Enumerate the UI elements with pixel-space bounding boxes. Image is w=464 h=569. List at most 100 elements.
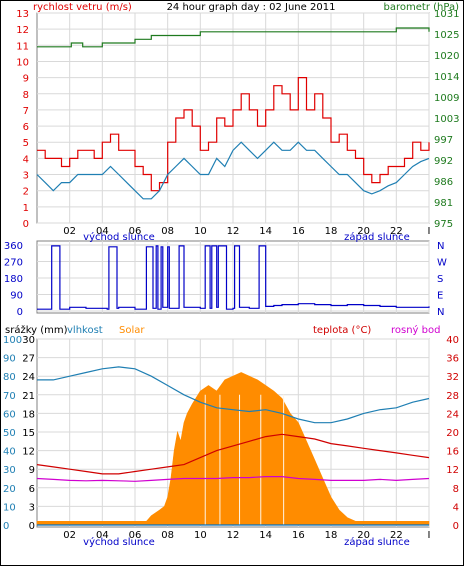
rain-y-tick-label: 3 <box>29 502 35 513</box>
temperature-y-tick-label: 36 <box>446 354 459 365</box>
x-tick-label-top: 14 <box>259 226 272 237</box>
rain-y-tick-label: 0 <box>29 521 35 532</box>
temperature-y-tick-label: 24 <box>446 409 459 420</box>
rain-y-tick-label: 9 <box>29 465 35 476</box>
x-tick-label-bottom: 08 <box>161 530 174 541</box>
wind-y-tick-label: 12 <box>16 25 29 36</box>
solar-area <box>36 372 430 526</box>
rain-y-tick-label: 12 <box>22 447 35 458</box>
temperature-y-tick-label: 8 <box>453 484 459 495</box>
wind-axis-title: rychlost vetru (m/s) <box>33 2 132 13</box>
rain-y-tick-label: 30 <box>22 335 35 346</box>
wind-y-tick-label: 1 <box>23 203 29 214</box>
humidity-y-tick-label: 30 <box>3 465 16 476</box>
temperature-y-tick-label: 32 <box>446 372 459 383</box>
humidity-y-tick-label: 0 <box>3 521 9 532</box>
barometer-y-tick-label: 997 <box>434 135 453 146</box>
rain-y-tick-label: 15 <box>22 428 35 439</box>
x-tick-label-bottom: 12 <box>227 530 240 541</box>
barometer-y-tick-label: 986 <box>434 177 453 188</box>
humidity-y-tick-label: 20 <box>3 484 16 495</box>
rain-y-tick-label: 24 <box>22 372 35 383</box>
wind-y-tick-label: 7 <box>23 106 29 117</box>
solar-axis-title: Solar <box>119 325 145 336</box>
humidity-y-tick-label: 90 <box>3 354 16 365</box>
rain-y-tick-label: 21 <box>22 391 35 402</box>
temperature-axis-title: teplota (°C) <box>313 325 371 336</box>
x-tick-label-top: I <box>428 226 431 237</box>
x-tick-label-top: 06 <box>129 226 142 237</box>
wind-average-line <box>36 141 430 200</box>
temperature-y-tick-label: 20 <box>446 428 459 439</box>
barometer-y-tick-label: 1031 <box>434 9 459 20</box>
x-tick-label-top: 20 <box>357 226 370 237</box>
direction-y-tick-label: 90 <box>10 291 23 302</box>
wind-y-tick-label: 11 <box>16 41 29 52</box>
x-tick-label-bottom: 22 <box>390 530 403 541</box>
x-tick-label-bottom: 10 <box>194 530 207 541</box>
wind-y-tick-label: 2 <box>23 187 29 198</box>
humidity-y-tick-label: 80 <box>3 372 16 383</box>
compass-tick-label: N <box>437 307 444 318</box>
humidity-line <box>37 366 430 424</box>
humidity-y-tick-label: 60 <box>3 409 16 420</box>
x-tick-label-bottom: 20 <box>357 530 370 541</box>
temperature-y-tick-label: 4 <box>453 502 459 513</box>
barometer-axis-title: barometr (hPa) <box>384 2 460 13</box>
rain-axis-title: srážky (mm) <box>5 324 68 336</box>
wind-direction-line <box>37 245 430 310</box>
wind-y-tick-label: 0 <box>23 219 29 230</box>
direction-y-tick-label: 360 <box>4 241 23 252</box>
temperature-y-tick-label: 12 <box>446 465 459 476</box>
series-lines <box>36 27 430 526</box>
temperature-line <box>36 433 430 475</box>
wind-y-tick-label: 8 <box>23 90 29 101</box>
rain-y-tick-label: 6 <box>29 484 35 495</box>
x-tick-label-bottom: 02 <box>63 530 76 541</box>
temperature-y-tick-label: 16 <box>446 447 459 458</box>
temperature-y-tick-label: 28 <box>446 391 459 402</box>
x-tick-label-top: 08 <box>161 226 174 237</box>
barometer-y-tick-label: 1025 <box>434 30 459 41</box>
sunrise-label-bottom: východ slunce <box>83 536 155 548</box>
axis-labels: 0202040406060808101012121414161618182020… <box>3 9 459 541</box>
rain-y-tick-label: 18 <box>22 409 35 420</box>
compass-tick-label: W <box>437 258 447 269</box>
barometer-y-tick-label: 1009 <box>434 93 459 104</box>
humidity-y-tick-label: 50 <box>3 428 16 439</box>
wind-gust-line <box>37 77 430 192</box>
compass-tick-label: E <box>437 291 443 302</box>
wind-y-tick-label: 3 <box>23 171 29 182</box>
wind-y-tick-label: 4 <box>23 154 29 165</box>
x-tick-label-top: 10 <box>194 226 207 237</box>
x-tick-label-top: 02 <box>63 226 76 237</box>
barometer-y-tick-label: 1020 <box>434 51 459 62</box>
x-tick-label-top: 18 <box>325 226 338 237</box>
direction-y-tick-label: 270 <box>4 258 23 269</box>
x-tick-label-bottom: 04 <box>96 530 109 541</box>
compass-tick-label: S <box>437 274 443 285</box>
wind-y-tick-label: 6 <box>23 122 29 133</box>
sunset-label-top: západ slunce <box>344 231 410 243</box>
temperature-y-tick-label: 40 <box>446 335 459 346</box>
direction-y-tick-label: 0 <box>17 307 23 318</box>
x-tick-label-bottom: 06 <box>129 530 142 541</box>
x-tick-label-bottom: 18 <box>325 530 338 541</box>
dewpoint-axis-title: rosný bod <box>391 324 440 336</box>
sunrise-label-top: východ slunce <box>83 231 155 243</box>
x-tick-label-top: 04 <box>96 226 109 237</box>
x-tick-label-bottom: 14 <box>259 530 272 541</box>
wind-y-tick-label: 13 <box>16 9 29 20</box>
barometer-y-tick-label: 1014 <box>434 72 459 83</box>
compass-tick-label: N <box>437 241 444 252</box>
barometer-line <box>37 27 430 48</box>
wind-y-tick-label: 10 <box>16 57 29 68</box>
barometer-y-tick-label: 975 <box>434 219 453 230</box>
barometer-y-tick-label: 1003 <box>434 114 459 125</box>
humidity-axis-title: vlhkost <box>67 325 103 336</box>
barometer-y-tick-label: 992 <box>434 156 453 167</box>
barometer-y-tick-label: 981 <box>434 198 453 209</box>
x-tick-label-bottom: I <box>428 530 431 541</box>
